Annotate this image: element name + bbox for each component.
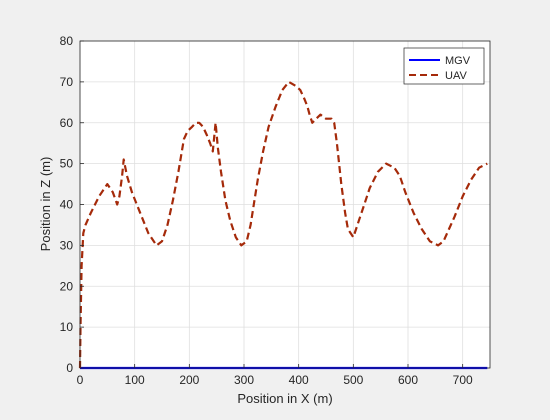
x-tick-labels: 0 100 200 300 400 500 600 700	[77, 364, 473, 387]
series-line-uav	[78, 80, 488, 369]
y-tick-label: 20	[60, 279, 74, 293]
x-tick-label: 200	[179, 373, 199, 387]
legend-box	[403, 47, 485, 85]
x-tick-label: 0	[77, 373, 84, 387]
x-axis-label: Position in X (m)	[237, 391, 332, 406]
x-tick-label: 700	[453, 373, 473, 387]
y-tick-label: 10	[60, 320, 74, 334]
y-tick-label: 30	[60, 238, 74, 252]
y-axis-label: Position in Z (m)	[38, 157, 53, 252]
x-tick-label: 300	[234, 373, 254, 387]
y-tick-label: 50	[60, 157, 74, 171]
legend-label-uav: UAV	[445, 70, 467, 82]
y-tick-label: 40	[60, 198, 74, 212]
y-tick-labels: 0 10 20 30 40 50 60 70 80	[60, 34, 84, 375]
x-tick-label: 600	[398, 373, 418, 387]
legend: MGV UAV	[403, 47, 485, 85]
y-tick-label: 80	[60, 34, 74, 48]
x-tick-label: 100	[125, 373, 145, 387]
y-tick-label: 0	[66, 361, 73, 375]
legend-label-mgv: MGV	[445, 55, 471, 67]
y-tick-label: 60	[60, 116, 74, 130]
x-tick-label: 500	[343, 373, 363, 387]
y-tick-label: 70	[60, 75, 74, 89]
x-tick-label: 400	[289, 373, 309, 387]
